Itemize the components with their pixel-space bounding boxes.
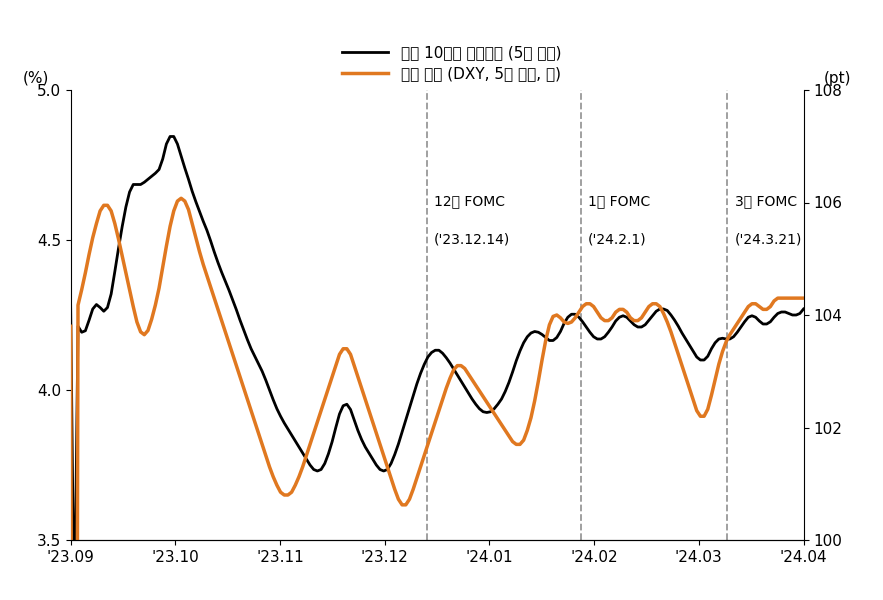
Text: ('23.12.14): ('23.12.14) (434, 233, 510, 247)
Text: ('24.2.1): ('24.2.1) (588, 233, 646, 247)
Text: 1월 FOMC: 1월 FOMC (588, 194, 651, 208)
Legend: 미국 10년물 국채금리 (5일 평균), 달러 지수 (DXY, 5일 평균, 우): 미국 10년물 국채금리 (5일 평균), 달러 지수 (DXY, 5일 평균,… (336, 39, 567, 88)
Text: 12월 FOMC: 12월 FOMC (434, 194, 505, 208)
Text: ('24.3.21): ('24.3.21) (735, 233, 802, 247)
Text: 3월 FOMC: 3월 FOMC (735, 194, 796, 208)
Text: (pt): (pt) (824, 70, 851, 85)
Text: (%): (%) (23, 70, 49, 85)
